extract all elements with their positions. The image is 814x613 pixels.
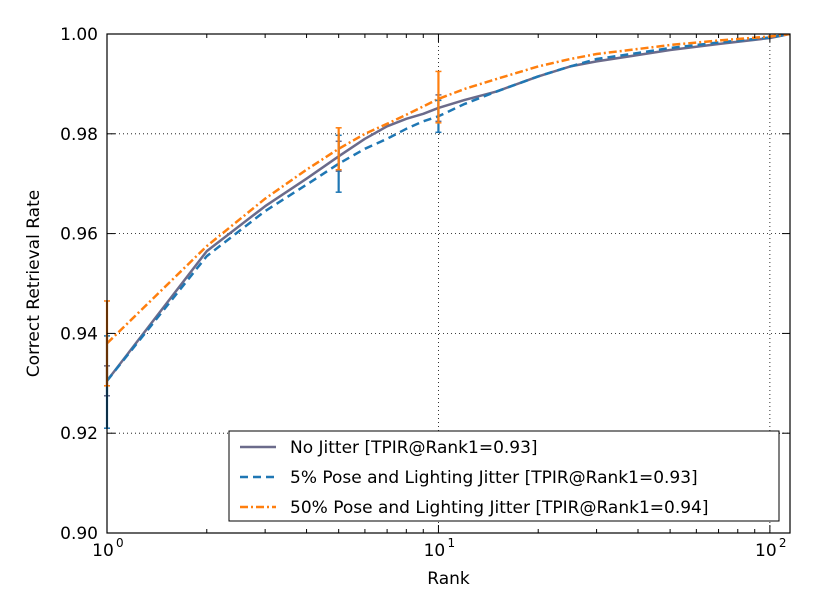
legend-label-50pct-jitter: 50% Pose and Lighting Jitter [TPIR@Rank1… <box>290 498 709 518</box>
y-tick-label: 0.92 <box>60 424 98 444</box>
legend: No Jitter [TPIR@Rank1=0.93] 5% Pose and … <box>228 430 780 522</box>
y-tick-label: 0.90 <box>60 524 98 544</box>
y-tick-label: 1.00 <box>60 25 98 45</box>
legend-label-5pct-jitter: 5% Pose and Lighting Jitter [TPIR@Rank1=… <box>290 468 698 488</box>
y-tick-label: 0.96 <box>60 225 98 245</box>
x-tick-label: 10 <box>92 541 114 561</box>
plot-frame <box>106 33 791 534</box>
x-tick-exponent: 2 <box>779 536 787 550</box>
legend-label-no-jitter: No Jitter [TPIR@Rank1=0.93] <box>290 438 538 458</box>
series-lines <box>107 34 790 382</box>
y-tick-label: 0.94 <box>60 324 98 344</box>
x-tick-label: 10 <box>424 541 446 561</box>
x-tick-exponent: 0 <box>116 536 124 550</box>
series-no-jitter-line <box>107 34 790 382</box>
x-tick-exponent: 1 <box>447 536 455 550</box>
y-axis-label: Correct Retrieval Rate <box>24 190 44 377</box>
y-tick-label: 0.98 <box>60 125 98 145</box>
x-tick-label: 10 <box>755 541 777 561</box>
x-axis-label: Rank <box>427 569 470 589</box>
series-5pct-jitter-line <box>107 34 790 382</box>
legend-box <box>228 430 780 522</box>
